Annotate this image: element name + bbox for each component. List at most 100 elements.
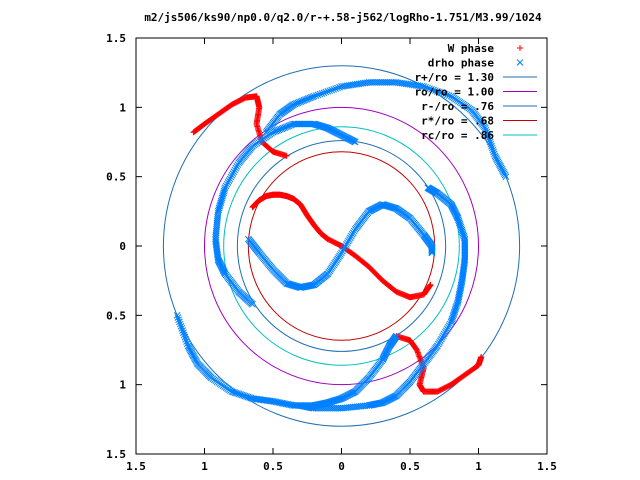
data-point	[223, 180, 231, 188]
data-point	[483, 128, 491, 136]
data-point	[227, 173, 235, 181]
legend-label: r-/ro = .76	[421, 100, 494, 113]
data-point	[231, 166, 239, 174]
data-point	[183, 338, 190, 345]
legend-label: drho phase	[428, 57, 495, 70]
data-point	[439, 90, 447, 97]
data-point	[426, 85, 433, 92]
data-point	[481, 124, 489, 132]
data-point	[326, 87, 334, 95]
data-point	[443, 91, 451, 99]
data-point	[320, 89, 328, 97]
reference-circle	[204, 106, 479, 386]
data-point	[183, 340, 191, 348]
data-point	[182, 335, 190, 343]
data-point	[249, 300, 256, 308]
x-tick-label: 1	[475, 460, 482, 473]
data-point	[484, 132, 492, 140]
data-point	[502, 173, 510, 181]
data-point	[489, 146, 497, 154]
circles-layer	[162, 65, 521, 427]
legend-label: r+/ro = 1.30	[415, 71, 494, 84]
y-tick-label: 0	[119, 240, 126, 253]
x-tick-label: 1	[201, 460, 208, 473]
data-point	[478, 353, 485, 360]
data-point	[437, 89, 445, 97]
reference-circle	[236, 140, 447, 352]
data-point	[485, 134, 493, 142]
data-point	[226, 175, 234, 183]
x-tick-label: 1.5	[126, 460, 146, 473]
reference-circle	[223, 126, 460, 366]
data-point	[420, 83, 428, 90]
data-point	[173, 311, 181, 319]
data-point	[434, 88, 441, 95]
legend-label: W phase	[448, 42, 495, 55]
data-point	[312, 92, 320, 99]
data-point	[334, 84, 341, 92]
data-point	[180, 329, 187, 337]
data-point	[230, 168, 238, 176]
legend-marker	[517, 45, 523, 51]
data-point	[486, 136, 493, 144]
data-point	[228, 171, 236, 179]
data-point	[428, 249, 436, 257]
data-point	[488, 142, 495, 150]
data-point	[283, 152, 290, 159]
legend-label: rc/ro = .86	[421, 129, 494, 142]
data-point	[177, 322, 185, 330]
data-point	[224, 179, 232, 186]
data-point	[180, 331, 188, 339]
data-point	[336, 83, 343, 91]
data-point	[314, 91, 322, 99]
legend-label: r*/ro = .68	[421, 115, 494, 128]
x-tick-label: 0.5	[400, 460, 420, 473]
data-point	[484, 130, 491, 138]
y-tick-label: 1.5	[106, 448, 126, 461]
data-point	[430, 86, 437, 94]
data-point	[488, 144, 496, 152]
series-layer	[173, 79, 510, 412]
data-point	[229, 170, 237, 177]
y-tick-label: 0.5	[106, 171, 126, 184]
data-point	[428, 85, 435, 93]
data-point	[418, 82, 426, 90]
data-point	[445, 92, 453, 99]
data-point	[324, 88, 332, 95]
data-point	[310, 92, 318, 100]
data-point	[432, 87, 439, 95]
data-point	[225, 177, 233, 184]
x-tick-label: 0	[338, 460, 345, 473]
y-tick-label: 1	[119, 379, 126, 392]
data-point	[436, 88, 443, 96]
data-point	[174, 314, 182, 321]
data-point	[441, 90, 449, 98]
data-point	[309, 93, 316, 101]
data-point	[490, 148, 497, 156]
data-point	[235, 159, 243, 167]
data-point	[318, 90, 326, 97]
data-point	[222, 182, 230, 190]
data-point	[332, 85, 339, 92]
data-point	[178, 325, 186, 332]
data-point	[316, 90, 324, 98]
data-point	[179, 327, 186, 334]
data-point	[176, 320, 184, 328]
data-point	[486, 138, 494, 146]
data-point	[422, 83, 430, 91]
data-point	[234, 161, 242, 168]
data-point	[330, 85, 338, 93]
chart-title: m2/js506/ks90/np0.0/q2.0/r-+.58-j562/log…	[144, 11, 542, 24]
data-point	[490, 150, 498, 158]
legend-label: ro/ro = 1.00	[415, 86, 494, 99]
x-tick-label: 1.5	[537, 460, 557, 473]
legend-marker	[516, 59, 524, 66]
data-point	[184, 342, 192, 350]
data-point	[181, 333, 189, 341]
data-point	[175, 316, 183, 324]
data-point	[424, 84, 431, 92]
y-tick-label: 1	[119, 101, 126, 114]
data-point	[322, 88, 330, 96]
